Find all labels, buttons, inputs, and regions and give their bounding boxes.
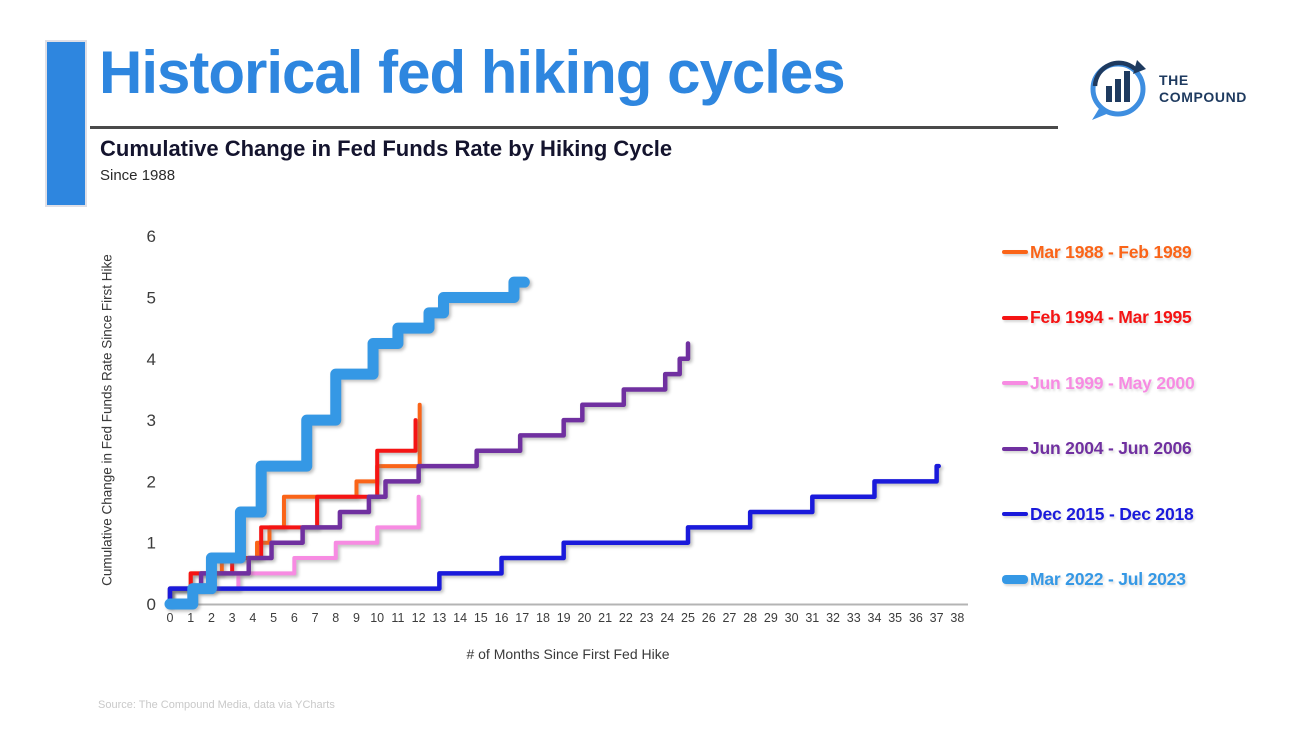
x-tick-label: 38	[950, 611, 964, 625]
x-tick-label: 7	[312, 611, 319, 625]
legend-label: Feb 1994 - Mar 1995	[1030, 307, 1192, 328]
y-axis-title: Cumulative Change in Fed Funds Rate Sinc…	[99, 254, 115, 586]
legend-swatch	[1002, 381, 1028, 386]
x-tick-label: 33	[847, 611, 861, 625]
legend-item: Feb 1994 - Mar 1995	[1002, 307, 1195, 329]
title-accent-bar	[45, 40, 87, 207]
x-tick-label: 24	[660, 611, 674, 625]
x-tick-label: 27	[722, 611, 736, 625]
x-tick-label: 19	[557, 611, 571, 625]
x-tick-label: 26	[702, 611, 716, 625]
y-tick-label: 4	[147, 350, 156, 369]
x-tick-label: 8	[332, 611, 339, 625]
x-tick-label: 18	[536, 611, 550, 625]
x-tick-label: 15	[474, 611, 488, 625]
x-tick-label: 9	[353, 611, 360, 625]
x-tick-label: 21	[598, 611, 612, 625]
x-tick-label: 37	[930, 611, 944, 625]
x-tick-label: 23	[640, 611, 654, 625]
x-tick-label: 25	[681, 611, 695, 625]
x-tick-label: 36	[909, 611, 923, 625]
page-title: Historical fed hiking cycles	[99, 39, 846, 106]
series-line-mar-2022-jul-2023	[164, 276, 530, 610]
legend-label: Mar 1988 - Feb 1989	[1030, 241, 1192, 262]
y-tick-label: 6	[147, 227, 156, 246]
legend-swatch	[1002, 250, 1028, 254]
series-line-jun-2004-jun-2006	[167, 341, 691, 607]
y-tick-label: 5	[147, 289, 156, 308]
x-tick-label: 31	[805, 611, 819, 625]
x-tick-label: 29	[764, 611, 778, 625]
legend-swatch	[1002, 512, 1028, 517]
y-tick-label: 0	[147, 595, 156, 614]
x-tick-label: 6	[291, 611, 298, 625]
legend-item: Mar 2022 - Jul 2023	[1002, 569, 1195, 591]
x-tick-label: 13	[432, 611, 446, 625]
x-tick-label: 35	[888, 611, 902, 625]
x-tick-label: 16	[495, 611, 509, 625]
series-line-dec-2015-dec-2018	[167, 463, 941, 607]
x-axis-title: # of Months Since First Fed Hike	[466, 646, 670, 662]
series-line-jun-1999-may-2000	[168, 494, 421, 606]
compound-logo-icon	[1090, 60, 1146, 120]
title-divider	[90, 126, 1058, 129]
compound-logo-text: THE COMPOUND	[1159, 72, 1247, 106]
legend-label: Jun 2004 - Jun 2006	[1030, 438, 1192, 459]
x-tick-label: 22	[619, 611, 633, 625]
x-tick-label: 12	[412, 611, 426, 625]
x-tick-label: 1	[187, 611, 194, 625]
source-note: Source: The Compound Media, data via YCh…	[98, 699, 335, 711]
series-line-feb-1994-mar-1995	[168, 418, 418, 606]
x-tick-label: 20	[577, 611, 591, 625]
y-tick-label: 2	[147, 472, 156, 491]
legend-item: Jun 1999 - May 2000	[1002, 372, 1195, 394]
legend-label: Jun 1999 - May 2000	[1030, 372, 1195, 393]
legend-label: Dec 2015 - Dec 2018	[1030, 503, 1194, 524]
legend-swatch	[1002, 446, 1028, 451]
y-tick-label: 3	[147, 411, 156, 430]
compound-logo: THE COMPOUND	[1088, 56, 1247, 122]
x-tick-label: 32	[826, 611, 840, 625]
x-tick-label: 2	[208, 611, 215, 625]
legend-item: Dec 2015 - Dec 2018	[1002, 503, 1195, 525]
x-tick-label: 4	[249, 611, 256, 625]
x-tick-label: 14	[453, 611, 467, 625]
y-tick-label: 1	[147, 534, 156, 553]
legend-swatch	[1002, 575, 1028, 585]
x-tick-label: 10	[370, 611, 384, 625]
chart-subtitle: Cumulative Change in Fed Funds Rate by H…	[100, 136, 673, 161]
x-tick-label: 34	[868, 611, 882, 625]
x-tick-label: 0	[167, 611, 174, 625]
x-tick-label: 11	[391, 611, 404, 625]
legend-label: Mar 2022 - Jul 2023	[1030, 569, 1186, 590]
legend-item: Mar 1988 - Feb 1989	[1002, 241, 1195, 263]
x-tick-label: 5	[270, 611, 277, 625]
series-line-mar-1988-feb-1989	[168, 402, 422, 606]
legend-item: Jun 2004 - Jun 2006	[1002, 438, 1195, 460]
logo-line-1: THE	[1159, 72, 1189, 88]
legend-swatch	[1002, 315, 1028, 320]
logo-line-2: COMPOUND	[1159, 89, 1248, 105]
chart-subtitle-note: Since 1988	[100, 167, 176, 184]
x-tick-label: 28	[743, 611, 757, 625]
x-tick-label: 3	[229, 611, 236, 625]
chart-legend: Mar 1988 - Feb 1989 Feb 1994 - Mar 1995 Ju…	[1002, 241, 1195, 635]
x-tick-label: 30	[785, 611, 799, 625]
x-tick-label: 17	[515, 611, 529, 625]
